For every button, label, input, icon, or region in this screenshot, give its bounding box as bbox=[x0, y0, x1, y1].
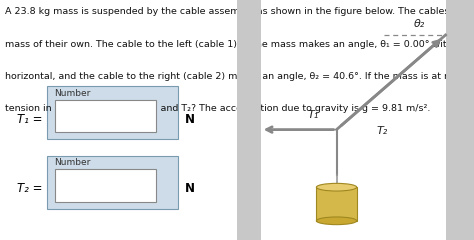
FancyBboxPatch shape bbox=[47, 156, 178, 209]
Text: A 23.8 kg mass is suspended by the cable assembly as shown in the figure below. : A 23.8 kg mass is suspended by the cable… bbox=[5, 7, 474, 16]
Bar bbox=[316, 187, 356, 221]
Text: T₂: T₂ bbox=[377, 126, 388, 136]
Text: T₂ =: T₂ = bbox=[17, 182, 43, 195]
Text: m: m bbox=[331, 201, 342, 211]
Text: N: N bbox=[185, 113, 195, 126]
FancyBboxPatch shape bbox=[55, 169, 156, 202]
FancyBboxPatch shape bbox=[55, 100, 156, 132]
Text: T₁: T₁ bbox=[307, 110, 319, 120]
Text: horizontal, and the cable to the right (cable 2) makes an angle, θ₂ = 40.6°. If : horizontal, and the cable to the right (… bbox=[5, 72, 474, 81]
Text: Number: Number bbox=[55, 89, 91, 98]
Bar bbox=[446, 0, 474, 240]
Text: tension in each of the cables, T₁ and T₂? The acceleration due to gravity is g =: tension in each of the cables, T₁ and T₂… bbox=[5, 104, 430, 114]
Text: N: N bbox=[185, 182, 195, 195]
Ellipse shape bbox=[316, 183, 356, 191]
Text: T₁ =: T₁ = bbox=[17, 113, 43, 126]
Text: θ₂: θ₂ bbox=[414, 19, 425, 29]
Bar bbox=[237, 0, 261, 240]
FancyBboxPatch shape bbox=[47, 86, 178, 139]
Text: Number: Number bbox=[55, 158, 91, 168]
Ellipse shape bbox=[316, 217, 356, 225]
Text: mass of their own. The cable to the left (cable 1) of the mass makes an angle, θ: mass of their own. The cable to the left… bbox=[5, 40, 471, 49]
